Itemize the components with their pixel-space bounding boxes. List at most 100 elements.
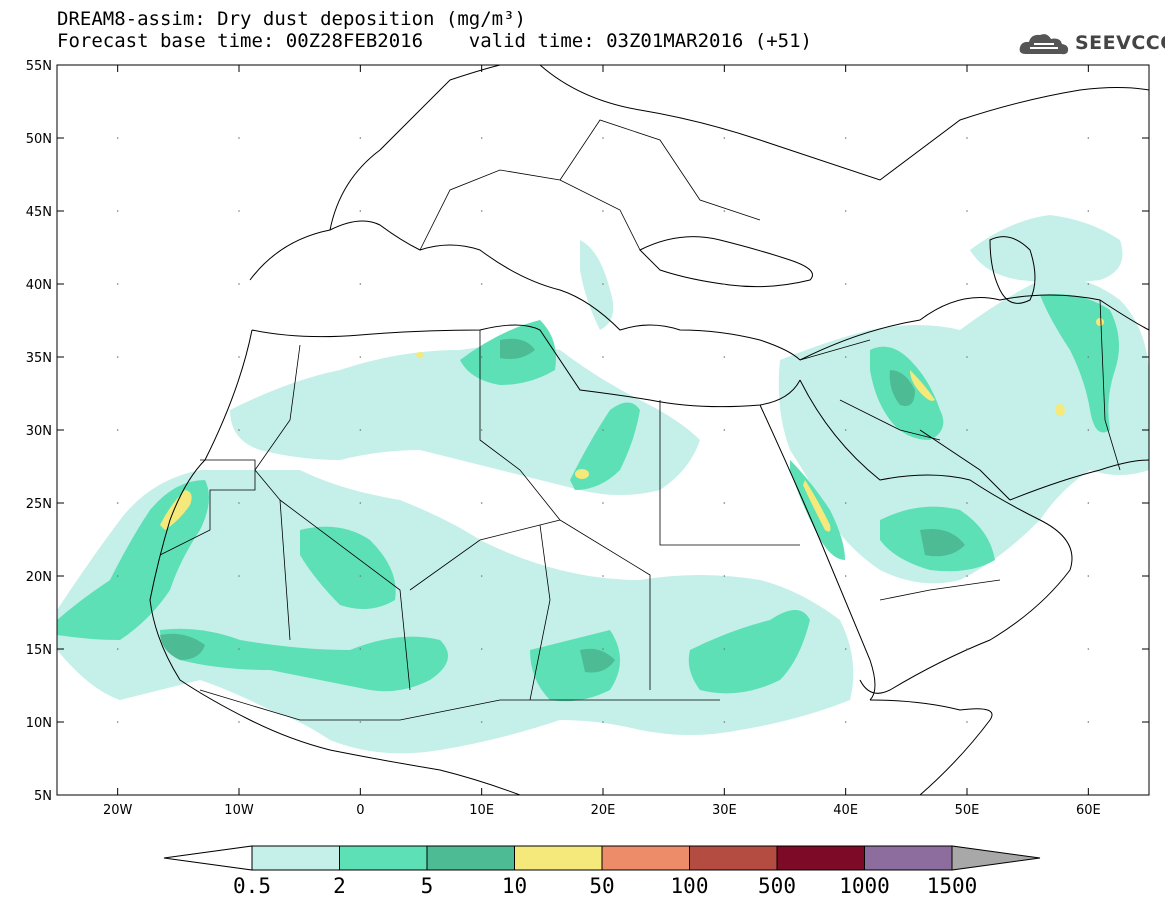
dust-area-chad	[530, 630, 620, 702]
graticule-dot	[359, 283, 362, 285]
graticule-dot	[1087, 502, 1090, 504]
graticule-dot	[480, 137, 483, 139]
graticule-dot	[966, 137, 968, 139]
graticule-dot	[238, 648, 240, 650]
map-title: DREAM8-assim: Dry dust deposition (mg/m³…	[57, 8, 526, 30]
graticule-dot	[238, 721, 240, 723]
graticule-dot	[359, 210, 362, 212]
lon-label: 20E	[591, 803, 616, 818]
border-sahara-east-west	[279, 499, 411, 691]
graticule-dot	[966, 502, 968, 504]
forecast-times: Forecast base time: 00Z28FEB2016 valid t…	[57, 30, 812, 52]
dust-area-arabia-core	[920, 529, 965, 557]
colorbar-box	[514, 845, 603, 871]
dust-area-tunisia-core	[500, 338, 535, 359]
lon-label: 50E	[955, 803, 980, 818]
border-turkey-syria	[799, 339, 871, 361]
lat-label: 55N	[26, 59, 52, 74]
colorbar-box	[689, 845, 778, 871]
lat-label: 25N	[26, 497, 52, 512]
graticule-dot	[116, 648, 119, 650]
graticule-dot	[480, 429, 483, 431]
graticule-dot	[966, 721, 968, 723]
graticule-dot	[116, 137, 119, 139]
graticule-dot	[723, 356, 726, 358]
graticule-dot	[359, 721, 362, 723]
border-niger-nigeria	[409, 519, 561, 591]
dust-area-gulf-peak	[910, 370, 935, 401]
graticule-dot	[602, 502, 604, 504]
graticule-dot	[359, 575, 362, 577]
colorbar-label: 1500	[927, 874, 978, 898]
graticule-dot	[480, 502, 483, 504]
border-egypt-libya	[659, 400, 800, 546]
lat-label: 35N	[26, 351, 52, 366]
dust-area-sahel	[160, 628, 448, 692]
graticule-dot	[359, 429, 362, 431]
graticule-dot	[723, 137, 726, 139]
graticule-dot	[602, 575, 604, 577]
dust-area-algeria-peak	[416, 352, 424, 358]
seevccc-logo: SEEVCCC	[1018, 30, 1165, 58]
graticule-dot	[480, 356, 483, 358]
map-area	[57, 65, 1149, 795]
dust-area-western-sahara-peak	[160, 490, 192, 530]
graticule-dot	[602, 210, 604, 212]
graticule-dot	[844, 721, 847, 723]
longitude-labels: 20W 10W 0 10E 20E 30E 40E 50E 60E	[103, 803, 1101, 818]
graticule-dot	[1087, 283, 1090, 285]
lat-label: 45N	[26, 205, 52, 220]
colorbar-high-arrow	[951, 845, 1041, 871]
graticule-dot	[723, 502, 726, 504]
graticule-dot	[723, 648, 726, 650]
graticule-dot	[844, 502, 847, 504]
colorbar-label: 100	[671, 874, 709, 898]
coastline-northern-europe	[329, 65, 1149, 231]
border-mauritania-mali	[254, 469, 291, 641]
graticule-dot	[116, 429, 119, 431]
dust-area-mali	[300, 526, 396, 609]
graticule-dot	[480, 648, 483, 650]
graticule-dot	[480, 210, 483, 212]
graticule-dot	[1087, 137, 1090, 139]
dust-area-sudan	[688, 610, 810, 694]
border-europe-internal	[419, 119, 761, 251]
lon-label: 10W	[224, 803, 254, 818]
colorbar-boxes	[251, 845, 953, 871]
border-sudan-chad	[559, 519, 651, 690]
graticule-dot	[359, 648, 362, 650]
dust-area-iraq-core	[889, 370, 915, 406]
dust-level-3	[160, 338, 965, 673]
dust-area-libya	[570, 402, 640, 490]
graticule-dot	[602, 356, 604, 358]
coastline-black-sea	[639, 236, 813, 288]
lat-label: 50N	[26, 132, 52, 147]
graticule-dot	[1087, 429, 1090, 431]
graticule-dot	[116, 356, 119, 358]
graticule-dot	[238, 210, 240, 212]
colorbar-label: 1000	[839, 874, 890, 898]
coastline-arabia	[799, 379, 1073, 694]
colorbar-low-arrow	[163, 845, 253, 871]
colorbar-box	[339, 845, 428, 871]
colorbar-box	[426, 845, 515, 871]
logo-text: SEEVCCC	[1075, 32, 1165, 54]
graticule-dot	[116, 283, 119, 285]
dust-area-iran-peak	[1055, 404, 1065, 416]
coastline-persian-gulf	[919, 429, 1011, 501]
graticule-dot	[966, 210, 968, 212]
graticule-dot	[238, 575, 240, 577]
graticule-dot	[238, 429, 240, 431]
graticule-dot	[966, 283, 968, 285]
coastlines	[149, 65, 1149, 795]
colorbar-labels: 0.5 2 5 10 50 100 500 1000 1500	[233, 874, 977, 898]
cloud-icon	[1019, 34, 1069, 55]
border-chad-sudan-south	[529, 524, 551, 701]
coastline-arabian-sea	[1009, 459, 1149, 501]
border-western-sahara	[159, 459, 256, 556]
dust-area-redsea-peak	[803, 480, 831, 532]
graticule-dot	[116, 721, 119, 723]
graticule-dot	[238, 502, 240, 504]
graticule-dot	[602, 137, 604, 139]
